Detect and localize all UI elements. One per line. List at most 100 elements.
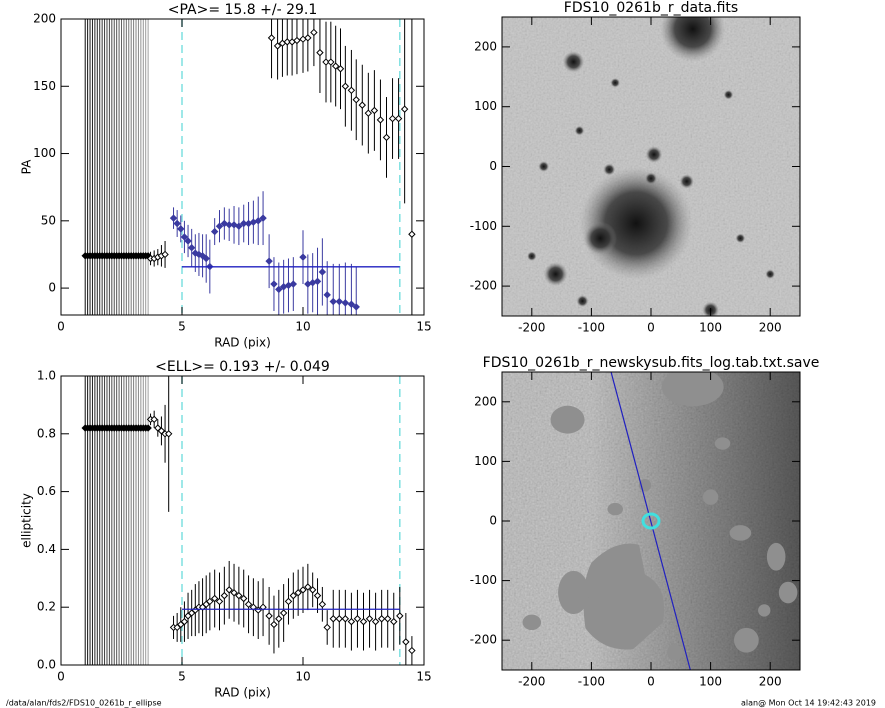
data-point bbox=[210, 594, 219, 603]
data-point bbox=[195, 250, 203, 259]
mask-region bbox=[714, 437, 731, 450]
y-tick-label: 100 bbox=[474, 454, 497, 468]
data-point bbox=[225, 586, 233, 594]
source bbox=[543, 262, 568, 287]
data-point bbox=[304, 583, 312, 591]
data-point bbox=[323, 623, 331, 632]
data-point bbox=[173, 219, 181, 228]
y-tick-label: 0 bbox=[48, 281, 56, 295]
y-tick-label: 0.6 bbox=[37, 484, 56, 498]
data-point bbox=[161, 250, 169, 259]
source bbox=[679, 174, 694, 189]
data-point bbox=[240, 594, 248, 603]
data-point bbox=[270, 620, 278, 629]
data-point bbox=[322, 58, 330, 66]
source bbox=[735, 233, 746, 244]
x-tick-label: 0 bbox=[647, 675, 655, 689]
x-tick-label: -200 bbox=[518, 321, 545, 335]
data-point bbox=[331, 62, 340, 70]
data-point bbox=[377, 615, 386, 623]
data-point bbox=[402, 638, 410, 646]
y-tick-label: 1.0 bbox=[37, 369, 56, 383]
x-axis-label: RAD (pix) bbox=[214, 686, 271, 700]
data-point bbox=[169, 214, 178, 222]
source bbox=[645, 172, 657, 185]
mask-region bbox=[607, 502, 623, 516]
x-tick-label: 10 bbox=[295, 320, 310, 334]
data-point bbox=[284, 597, 293, 606]
source bbox=[603, 163, 616, 176]
data-point bbox=[267, 34, 276, 42]
y-tick-label: 200 bbox=[474, 394, 497, 408]
data-point bbox=[370, 106, 379, 115]
x-tick-label: 15 bbox=[416, 320, 431, 334]
y-tick-label: -100 bbox=[470, 219, 497, 233]
mask-region bbox=[522, 614, 542, 631]
data-point bbox=[293, 36, 301, 45]
source bbox=[660, 17, 726, 62]
x-tick-label: -100 bbox=[578, 321, 605, 335]
mask-region bbox=[778, 581, 798, 604]
data-point bbox=[299, 586, 307, 594]
data-point bbox=[283, 38, 291, 46]
data-point bbox=[347, 617, 356, 626]
data-point bbox=[358, 101, 366, 109]
data-point bbox=[341, 299, 350, 307]
y-tick-label: 0.2 bbox=[37, 600, 56, 614]
mask-region bbox=[661, 372, 724, 407]
plot-frame bbox=[501, 371, 801, 671]
data-point bbox=[408, 230, 416, 238]
data-point bbox=[215, 222, 224, 230]
data-point bbox=[164, 430, 173, 438]
mask-region bbox=[583, 543, 665, 650]
data-point bbox=[235, 222, 243, 230]
data-point bbox=[259, 214, 267, 222]
mask-region bbox=[758, 604, 771, 617]
data-point bbox=[220, 591, 229, 600]
data-point bbox=[347, 300, 356, 308]
aperture bbox=[641, 512, 661, 530]
mask-region bbox=[766, 542, 786, 571]
data-point bbox=[184, 237, 192, 245]
data-point bbox=[390, 617, 398, 626]
data-point bbox=[327, 58, 335, 66]
data-point bbox=[341, 615, 350, 623]
y-tick-label: 150 bbox=[33, 79, 56, 93]
panel-title: FDS10_0261b_r_data.fits bbox=[564, 0, 738, 16]
y-axis-label: PA bbox=[20, 159, 34, 174]
mask-region bbox=[667, 644, 683, 660]
data-point bbox=[335, 297, 344, 306]
plot-frame bbox=[501, 16, 801, 317]
data-point bbox=[313, 591, 322, 600]
data-point bbox=[230, 589, 238, 597]
x-tick-label: 0 bbox=[57, 670, 65, 684]
footer-left: /data/alan/fds2/FDS10_0261b_r_ellipse bbox=[6, 699, 162, 708]
data-point bbox=[206, 597, 214, 606]
y-tick-label: 100 bbox=[474, 99, 497, 113]
data-point bbox=[279, 609, 288, 617]
data-point bbox=[376, 116, 385, 124]
y-tick-label: 0 bbox=[489, 514, 497, 528]
data-point bbox=[347, 86, 356, 95]
data-point bbox=[230, 221, 238, 229]
y-tick-label: 100 bbox=[33, 146, 56, 160]
source bbox=[574, 125, 585, 136]
data-point bbox=[352, 303, 360, 311]
data-point bbox=[144, 424, 152, 432]
data-point bbox=[202, 254, 210, 263]
data-point bbox=[408, 646, 416, 655]
data-point bbox=[382, 133, 391, 142]
data-point bbox=[289, 591, 298, 600]
x-tick-label: 15 bbox=[416, 670, 431, 684]
data-point bbox=[180, 233, 189, 241]
source bbox=[538, 161, 550, 172]
data-point bbox=[329, 615, 337, 623]
data-point bbox=[180, 617, 189, 626]
data-point bbox=[177, 225, 185, 233]
data-point bbox=[364, 109, 373, 117]
x-tick-label: 5 bbox=[178, 320, 186, 334]
data-point bbox=[254, 217, 262, 225]
source bbox=[765, 269, 775, 279]
y-tick-label: 0 bbox=[489, 159, 497, 173]
